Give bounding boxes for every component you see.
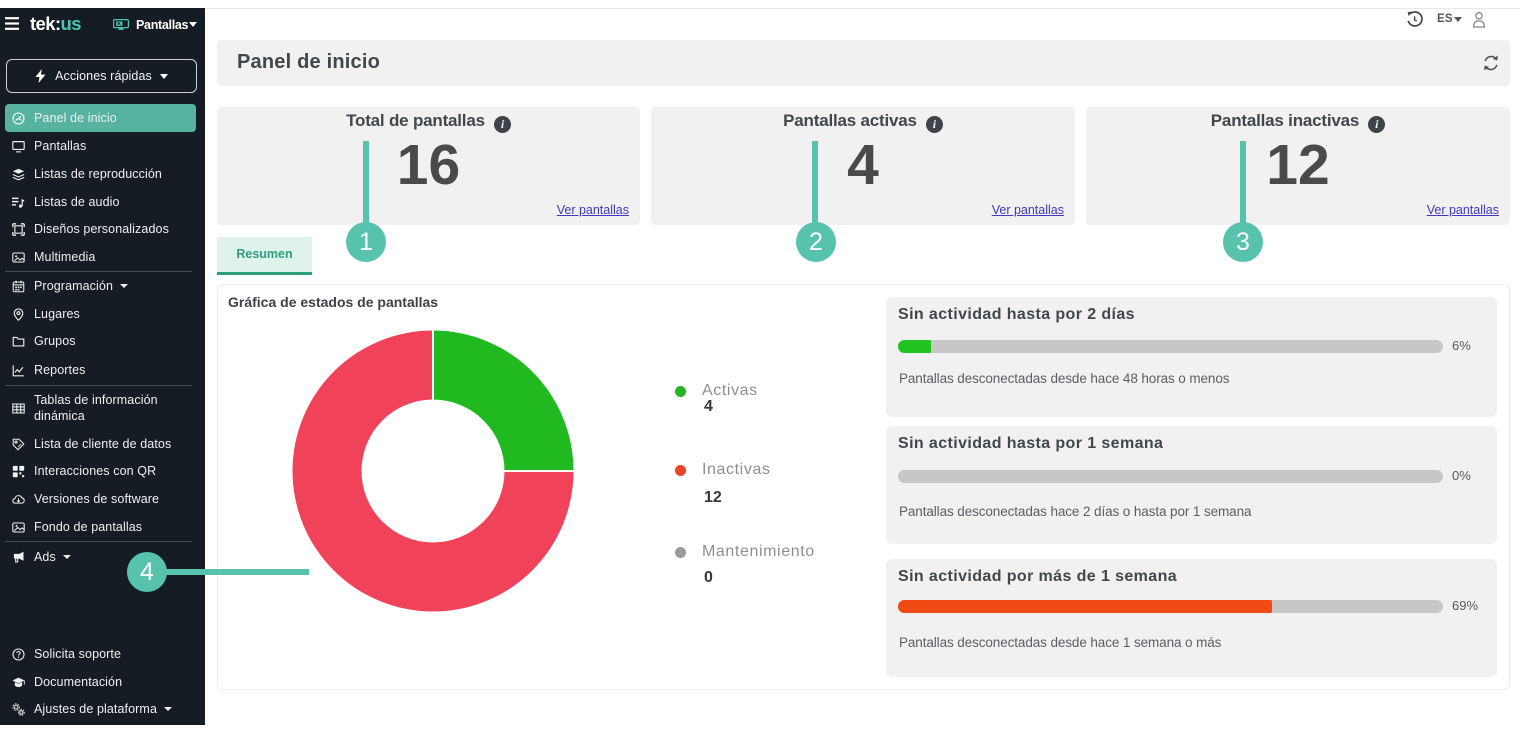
svg-text:K: K [117, 22, 121, 28]
